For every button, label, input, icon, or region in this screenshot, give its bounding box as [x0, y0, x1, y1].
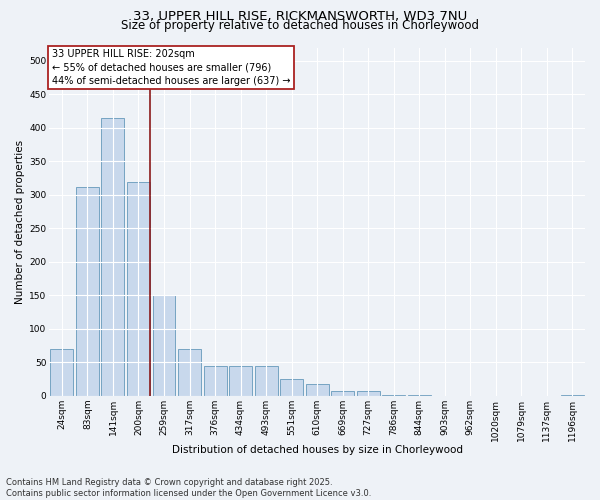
Bar — [331, 391, 354, 396]
Bar — [178, 349, 201, 396]
Text: 33, UPPER HILL RISE, RICKMANSWORTH, WD3 7NU: 33, UPPER HILL RISE, RICKMANSWORTH, WD3 … — [133, 10, 467, 23]
X-axis label: Distribution of detached houses by size in Chorleywood: Distribution of detached houses by size … — [172, 445, 463, 455]
Bar — [356, 391, 380, 396]
Text: Contains HM Land Registry data © Crown copyright and database right 2025.
Contai: Contains HM Land Registry data © Crown c… — [6, 478, 371, 498]
Bar — [50, 349, 73, 396]
Bar — [382, 394, 405, 396]
Bar — [76, 187, 99, 396]
Bar — [203, 366, 227, 396]
Text: Size of property relative to detached houses in Chorleywood: Size of property relative to detached ho… — [121, 18, 479, 32]
Bar — [152, 296, 175, 396]
Bar — [229, 366, 252, 396]
Bar — [101, 118, 124, 396]
Bar — [305, 384, 329, 396]
Bar — [127, 182, 150, 396]
Bar — [280, 379, 303, 396]
Y-axis label: Number of detached properties: Number of detached properties — [15, 140, 25, 304]
Text: 33 UPPER HILL RISE: 202sqm
← 55% of detached houses are smaller (796)
44% of sem: 33 UPPER HILL RISE: 202sqm ← 55% of deta… — [52, 49, 290, 86]
Bar — [254, 366, 278, 396]
Bar — [407, 394, 431, 396]
